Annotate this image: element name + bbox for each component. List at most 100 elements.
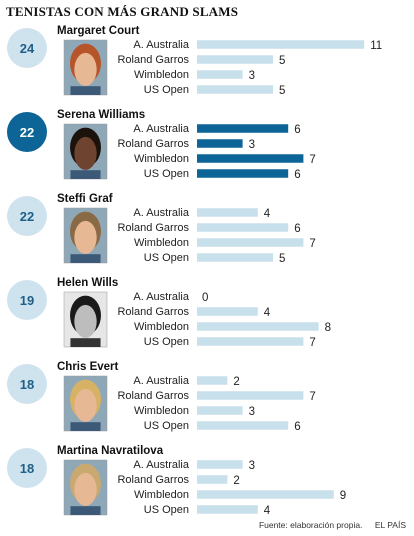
player-1-category-label: Roland Garros <box>117 138 189 150</box>
player-3-photo-face <box>74 304 97 338</box>
player-2-bar <box>197 253 273 262</box>
player-0-bar <box>197 55 273 64</box>
player-4-name: Chris Evert <box>57 361 119 373</box>
player-0-value-label: 3 <box>249 70 255 82</box>
player-0-category-label: Roland Garros <box>117 54 189 66</box>
source-note: Fuente: elaboración propia. <box>258 520 363 530</box>
player-0-value-label: 11 <box>370 40 382 52</box>
player-0-value-label: 5 <box>279 55 285 67</box>
player-0-total-label: 24 <box>20 41 35 56</box>
player-2-bar <box>197 223 289 232</box>
player-0-category-label: A. Australia <box>133 39 190 51</box>
player-2-total-label: 22 <box>20 209 34 224</box>
player-0-bar <box>197 70 243 79</box>
player-4-category-label: Wimbledon <box>134 405 189 417</box>
player-1-value-label: 7 <box>309 154 315 166</box>
player-4-bar <box>197 421 289 430</box>
player-4-value-label: 2 <box>233 376 239 388</box>
player-4-total-label: 18 <box>20 377 34 392</box>
chart-title: TENISTAS CON MÁS GRAND SLAMS <box>6 4 239 19</box>
player-1-value-label: 6 <box>294 169 300 181</box>
player-3-value-label: 7 <box>309 337 315 349</box>
player-2-value-label: 7 <box>309 238 315 250</box>
player-4-photo-face <box>74 388 97 422</box>
player-2-name: Steffi Graf <box>57 193 113 205</box>
player-1-bar <box>197 169 289 178</box>
player-3-category-label: Wimbledon <box>134 321 189 333</box>
player-4-category-label: A. Australia <box>133 375 190 387</box>
player-5-value-label: 3 <box>249 460 255 472</box>
player-0-photo-face <box>74 52 97 86</box>
player-5-category-label: A. Australia <box>133 459 190 471</box>
player-4-bar <box>197 376 228 385</box>
player-5-photo-face <box>74 472 97 506</box>
player-3-photo-shoulders <box>70 338 101 347</box>
player-1-bar <box>197 139 243 148</box>
player-2-category-label: US Open <box>144 252 189 264</box>
player-0-category-label: Wimbledon <box>134 69 189 81</box>
player-3-bar <box>197 337 304 346</box>
player-0-category-label: US Open <box>144 84 189 96</box>
player-0-bar <box>197 40 365 49</box>
player-2-total-badge <box>7 196 47 236</box>
player-2-category-label: Roland Garros <box>117 222 189 234</box>
player-1-name: Serena Williams <box>57 109 145 121</box>
player-5-category-label: US Open <box>144 504 189 516</box>
player-0-total-badge <box>7 28 47 68</box>
player-0-value-label: 5 <box>279 85 285 97</box>
player-4-total-badge <box>7 364 47 404</box>
player-4-value-label: 6 <box>294 421 300 433</box>
publisher-credit: EL PAÍS <box>374 520 406 530</box>
player-2-bar <box>197 208 258 217</box>
player-3-category-label: US Open <box>144 336 189 348</box>
player-3-category-label: A. Australia <box>133 291 190 303</box>
player-3-value-label: 0 <box>202 292 208 304</box>
player-1-total-badge <box>7 112 47 152</box>
player-4-category-label: Roland Garros <box>117 390 189 402</box>
player-1-category-label: A. Australia <box>133 123 190 135</box>
player-3-value-label: 4 <box>264 307 271 319</box>
player-5-value-label: 2 <box>233 475 239 487</box>
player-2-value-label: 5 <box>279 253 285 265</box>
player-2-value-label: 4 <box>264 208 271 220</box>
player-3-bar <box>197 322 319 331</box>
player-5-category-label: Wimbledon <box>134 489 189 501</box>
player-5-value-label: 4 <box>264 505 271 517</box>
player-1-total-label: 22 <box>20 125 34 140</box>
player-1-category-label: US Open <box>144 168 189 180</box>
player-2-bar <box>197 238 304 247</box>
player-4-bar <box>197 391 304 400</box>
player-3-total-label: 19 <box>20 293 34 308</box>
player-1-bar <box>197 154 304 163</box>
player-0-photo-shoulders <box>70 86 101 95</box>
player-0-name: Margaret Court <box>57 25 140 37</box>
player-3-total-badge <box>7 280 47 320</box>
player-2-photo-shoulders <box>70 254 101 263</box>
player-5-bar <box>197 475 228 484</box>
player-3-bar <box>197 307 258 316</box>
player-2-category-label: Wimbledon <box>134 237 189 249</box>
player-0-bar <box>197 85 273 94</box>
player-1-value-label: 3 <box>249 139 255 151</box>
player-4-photo-shoulders <box>70 422 101 431</box>
player-3-value-label: 8 <box>325 322 331 334</box>
player-1-photo-shoulders <box>70 170 101 179</box>
player-1-photo-face <box>74 136 97 170</box>
player-4-category-label: US Open <box>144 420 189 432</box>
player-5-total-label: 18 <box>20 461 34 476</box>
player-5-photo-shoulders <box>70 506 101 515</box>
player-1-bar <box>197 124 289 133</box>
player-5-total-badge <box>7 448 47 488</box>
player-5-category-label: Roland Garros <box>117 474 189 486</box>
player-5-value-label: 9 <box>340 490 346 502</box>
player-4-bar <box>197 406 243 415</box>
player-1-value-label: 6 <box>294 124 300 136</box>
player-1-category-label: Wimbledon <box>134 153 189 165</box>
chart-footer: Fuente: elaboración propia. EL PAÍS <box>249 520 406 530</box>
player-4-value-label: 3 <box>249 406 255 418</box>
player-3-name: Helen Wills <box>57 277 118 289</box>
player-2-category-label: A. Australia <box>133 207 190 219</box>
player-5-bar <box>197 460 243 469</box>
player-5-bar <box>197 505 258 514</box>
